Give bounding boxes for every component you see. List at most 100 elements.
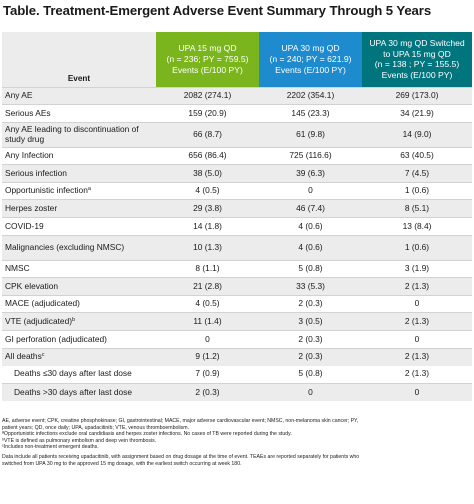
upa15-column-header: UPA 15 mg QD (n = 236; PY = 759.5) Event… (156, 32, 259, 87)
event-column-header: Event (2, 32, 156, 87)
switch-cell: 34 (21.9) (362, 104, 472, 123)
table-row: Opportunistic infectiona 4 (0.5) 0 1 (0.… (2, 181, 472, 200)
table-row: Any AE 2082 (274.1) 2202 (354.1) 269 (17… (2, 86, 472, 105)
event-cell: MACE (adjudicated) (2, 294, 156, 313)
switch-header-line: to UPA 15 mg QD (383, 48, 451, 59)
event-label: NMSC (5, 263, 30, 274)
event-label: Herpes zoster (5, 202, 58, 213)
table-row: CPK elevation 21 (2.8) 33 (5.3) 2 (1.3) (2, 277, 472, 296)
footnote-line: Data include all patients receiving upad… (2, 453, 360, 460)
switch-cell: 0 (362, 330, 472, 349)
upa15-cell: 66 (8.7) (156, 121, 259, 148)
upa15-header-line: Events (E/100 PY) (172, 64, 243, 75)
upa15-cell: 9 (1.2) (156, 347, 259, 366)
switch-cell: 63 (40.5) (362, 146, 472, 165)
event-cell: Any AE leading to discontinuation of stu… (2, 121, 156, 148)
switch-cell: 2 (1.3) (362, 347, 472, 366)
event-cell: Deaths ≤30 days after last dose (2, 365, 156, 384)
table-row: Serious AEs 159 (20.9) 145 (23.3) 34 (21… (2, 104, 472, 123)
upa30-cell: 4 (0.6) (259, 234, 362, 261)
event-cell: Deaths >30 days after last dose (2, 382, 156, 401)
table-row: Deaths >30 days after last dose 2 (0.3) … (2, 382, 472, 401)
upa15-cell: 10 (1.3) (156, 234, 259, 261)
table-row: Serious infection 38 (5.0) 39 (6.3) 7 (4… (2, 164, 472, 183)
upa15-cell: 159 (20.9) (156, 104, 259, 123)
footnote-marker: b (72, 316, 76, 323)
upa30-cell: 39 (6.3) (259, 164, 362, 183)
footnote-line: switched from UPA 30 mg to the approved … (2, 460, 242, 467)
footnote-line: AE, adverse event; CPK, creatine phospho… (2, 418, 359, 424)
page-title: Table. Treatment-Emergent Adverse Event … (3, 3, 432, 18)
upa30-cell: 46 (7.4) (259, 199, 362, 218)
event-cell: All deathsc (2, 347, 156, 366)
table-row: Deaths ≤30 days after last dose 7 (0.9) … (2, 365, 472, 384)
switch-cell: 2 (1.3) (362, 277, 472, 296)
upa30-cell: 0 (259, 181, 362, 200)
footnote-line: ᶜIncludes non-treatment emergent deaths. (2, 444, 99, 451)
switch-cell: 2 (1.3) (362, 365, 472, 384)
upa30-header-line: UPA 30 mg QD (281, 43, 340, 54)
event-label: Any AE leading to discontinuation of stu… (5, 124, 139, 144)
upa15-cell: 11 (1.4) (156, 312, 259, 331)
upa30-cell: 145 (23.3) (259, 104, 362, 123)
event-label: Deaths >30 days after last dose (14, 386, 133, 397)
upa30-cell: 5 (0.8) (259, 365, 362, 384)
table-row: MACE (adjudicated) 4 (0.5) 2 (0.3) 0 (2, 294, 472, 313)
event-cell: Any Infection (2, 146, 156, 165)
upa15-cell: 0 (156, 330, 259, 349)
table-row: Malignancies (excluding NMSC) 10 (1.3) 4… (2, 234, 472, 261)
upa30-column-header: UPA 30 mg QD (n = 240; PY = 621.9) Event… (259, 32, 362, 87)
upa15-cell: 656 (86.4) (156, 146, 259, 165)
event-label: CPK elevation (5, 280, 59, 291)
event-cell: CPK elevation (2, 277, 156, 296)
event-cell: VTE (adjudicated)b (2, 312, 156, 331)
event-label: Any AE (5, 90, 33, 100)
switch-header-line: Events (E/100 PY) (381, 69, 453, 80)
footnote-marker: c (41, 352, 45, 359)
footnote-line: ªOpportunistic infections exclude oral c… (2, 431, 292, 438)
upa15-header-line: UPA 15 mg QD (178, 43, 237, 54)
switch-cell: 1 (0.6) (362, 181, 472, 200)
footnote-line: ᵇVTE is defined as pulmonary embolism an… (2, 437, 157, 444)
event-label: MACE (adjudicated) (5, 298, 80, 309)
switch-header-line: UPA 30 mg QD Switched (369, 38, 465, 49)
event-cell: Herpes zoster (2, 199, 156, 218)
switch-cell: 0 (362, 382, 472, 401)
event-label: Any Infection (5, 150, 54, 161)
upa30-cell: 5 (0.8) (259, 259, 362, 278)
switch-cell: 13 (8.4) (362, 217, 472, 236)
switch-column-header: UPA 30 mg QD Switched to UPA 15 mg QD (n… (362, 32, 472, 87)
event-cell: Malignancies (excluding NMSC) (2, 234, 156, 261)
upa30-cell: 2 (0.3) (259, 347, 362, 366)
footnote-line: patient years; QD, once daily; UPA, upad… (2, 424, 190, 431)
event-label: All deaths (5, 351, 42, 362)
upa15-cell: 8 (1.1) (156, 259, 259, 278)
upa15-cell: 38 (5.0) (156, 164, 259, 183)
event-label: VTE (adjudicated) (5, 315, 73, 326)
table-row: VTE (adjudicated)b 11 (1.4) 3 (0.5) 2 (1… (2, 312, 472, 331)
event-label: Serious infection (5, 167, 67, 178)
table-row: GI perforation (adjudicated) 0 2 (0.3) 0 (2, 330, 472, 349)
event-label: GI perforation (adjudicated) (5, 333, 107, 344)
switch-cell: 7 (4.5) (362, 164, 472, 183)
switch-cell: 3 (1.9) (362, 259, 472, 278)
upa30-cell: 2 (0.3) (259, 294, 362, 313)
adverse-event-table: Event UPA 15 mg QD (n = 236; PY = 759.5)… (2, 32, 472, 401)
table-row: NMSC 8 (1.1) 5 (0.8) 3 (1.9) (2, 259, 472, 278)
upa30-header-line: Events (E/100 PY) (275, 64, 346, 75)
event-cell: Any AE (2, 86, 156, 105)
event-cell: NMSC (2, 259, 156, 278)
event-cell: Opportunistic infectiona (2, 181, 156, 200)
upa15-cell: 14 (1.8) (156, 217, 259, 236)
upa30-cell: 4 (0.6) (259, 217, 362, 236)
switch-header-line: (n = 138 ; PY = 155.5) (374, 59, 460, 70)
upa30-cell: 2202 (354.1) (259, 86, 362, 105)
footnote-marker: a (87, 186, 91, 193)
upa15-header-line: (n = 236; PY = 759.5) (166, 53, 249, 64)
event-cell: Serious AEs (2, 104, 156, 123)
event-cell: GI perforation (adjudicated) (2, 330, 156, 349)
upa30-header-line: (n = 240; PY = 621.9) (269, 53, 352, 64)
event-label: Malignancies (excluding NMSC) (5, 241, 125, 252)
event-cell: Serious infection (2, 164, 156, 183)
footnotes: AE, adverse event; CPK, creatine phospho… (2, 418, 472, 467)
